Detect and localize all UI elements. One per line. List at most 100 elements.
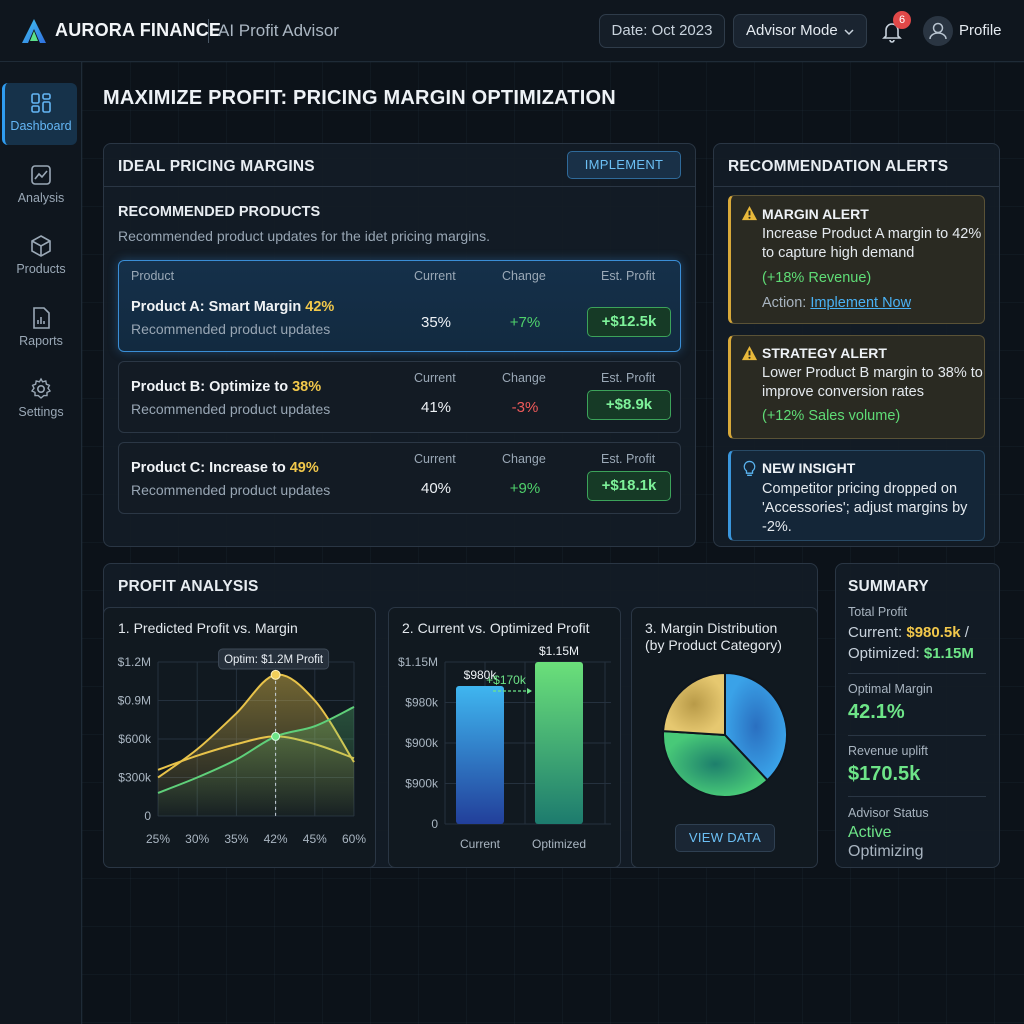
alert-title: MARGIN ALERT bbox=[762, 206, 869, 222]
series-area bbox=[158, 706, 354, 816]
pie-chart bbox=[662, 671, 788, 798]
chart-title: 3. Margin Distribution bbox=[645, 620, 778, 636]
column-header-product: Product bbox=[131, 269, 175, 283]
alert-text: Competitor pricing dropped on 'Accessori… bbox=[762, 481, 968, 535]
bar-value-label: $980k bbox=[464, 668, 498, 682]
product-subtext: Recommended product updates bbox=[131, 482, 331, 498]
revenue-uplift-value: $170.5k bbox=[848, 763, 921, 785]
margin-change: +7% bbox=[509, 314, 541, 331]
est-profit-badge: +$18.1k bbox=[587, 471, 671, 501]
avatar[interactable] bbox=[923, 16, 953, 46]
column-header-profit: Est. Profit bbox=[601, 371, 656, 385]
advisor-status-label: Advisor Status bbox=[848, 806, 929, 820]
product-row-a[interactable] bbox=[118, 260, 681, 352]
y-tick-label: $300k bbox=[118, 771, 152, 785]
advisor-status-sub: Optimizing bbox=[848, 843, 924, 860]
product-subtext: Recommended product updates bbox=[131, 321, 331, 337]
est-profit-badge: +$12.5k bbox=[587, 307, 671, 337]
x-tick-label: Optimized bbox=[532, 837, 586, 851]
advisor-mode-dropdown[interactable]: Advisor Mode bbox=[733, 14, 867, 48]
warning-icon bbox=[741, 205, 758, 221]
current-profit: Current: $980.5k / bbox=[848, 624, 969, 641]
chevron-down-icon bbox=[844, 29, 854, 36]
lightbulb-icon bbox=[743, 460, 756, 476]
margin-change: -3% bbox=[511, 399, 539, 416]
implement-button[interactable]: IMPLEMENT bbox=[567, 151, 681, 179]
pie-slice bbox=[662, 730, 769, 798]
alert-text: Increase Product A margin to 42% to capt… bbox=[762, 226, 982, 261]
optimal-margin-value: 42.1% bbox=[848, 701, 905, 723]
bar-value-label: $1.15M bbox=[539, 644, 579, 658]
chart-title: 2. Current vs. Optimized Profit bbox=[402, 620, 590, 636]
series-line bbox=[157, 673, 355, 779]
brand-subtitle: AI Profit Advisor bbox=[218, 21, 339, 40]
summary-divider bbox=[848, 673, 986, 674]
margin-change: +9% bbox=[509, 480, 541, 497]
current-margin: 35% bbox=[420, 314, 452, 331]
y-tick-label: $900k bbox=[405, 777, 439, 791]
sidebar-item-analysis[interactable]: Analysis bbox=[0, 155, 82, 217]
total-profit-label: Total Profit bbox=[848, 605, 908, 619]
alerts-title: RECOMMENDATION ALERTS bbox=[728, 158, 949, 175]
x-tick-label: 42% bbox=[264, 832, 288, 846]
new-insight-card[interactable]: NEW INSIGHT Competitor pricing dropped o… bbox=[728, 450, 985, 541]
product-name: Product C: Increase to 49% bbox=[131, 460, 319, 476]
sidebar: Dashboard Analysis Products Raports Sett… bbox=[0, 62, 82, 1024]
date-selector[interactable]: Date: Oct 2023 bbox=[599, 14, 725, 48]
profile-link[interactable]: Profile bbox=[959, 22, 1002, 39]
x-tick-label: 60% bbox=[342, 832, 366, 846]
sidebar-item-label: Dashboard bbox=[10, 119, 72, 133]
y-tick-label: $1.15M bbox=[398, 655, 438, 669]
y-tick-label: $1.2M bbox=[118, 655, 151, 669]
chart-subtitle: (by Product Category) bbox=[645, 637, 782, 653]
view-data-button[interactable]: VIEW DATA bbox=[675, 824, 775, 852]
column-header-change: Change bbox=[502, 371, 546, 385]
column-header-change: Change bbox=[502, 452, 546, 466]
product-name: Product B: Optimize to 38% bbox=[131, 379, 322, 395]
summary-divider bbox=[848, 735, 986, 736]
est-profit-badge: +$8.9k bbox=[587, 390, 671, 420]
x-tick-label: 25% bbox=[146, 832, 170, 846]
y-tick-label: 0 bbox=[431, 817, 438, 831]
x-tick-label: 35% bbox=[224, 832, 248, 846]
page-title: MAXIMIZE PROFIT: PRICING MARGIN OPTIMIZA… bbox=[103, 87, 616, 109]
pie-slice bbox=[662, 671, 726, 737]
column-header-change: Change bbox=[502, 269, 546, 283]
advisor-mode-label: Advisor Mode bbox=[746, 22, 838, 39]
warning-icon bbox=[741, 345, 758, 361]
bar-chart: $1.15M $980k $900k $900k 0 $980k Current $1.15M… bbox=[398, 644, 611, 851]
panel-divider bbox=[104, 186, 695, 187]
recommended-products-heading: RECOMMENDED PRODUCTS bbox=[118, 204, 321, 220]
revenue-uplift-label: Revenue uplift bbox=[848, 744, 928, 758]
brand-name: AURORA FINANCE bbox=[55, 20, 222, 40]
uplift-arrowhead bbox=[527, 688, 532, 694]
optimized-profit: Optimized: $1.15M bbox=[848, 645, 974, 662]
products-icon bbox=[31, 235, 51, 257]
sidebar-item-reports[interactable]: Raports bbox=[0, 298, 82, 360]
line-chart: $1.2M $0.9M $600k $300k 0 25% 30% 35% 42% 45% 60% O… bbox=[118, 648, 366, 846]
strategy-alert-card[interactable]: STRATEGY ALERT Lower Product B margin to… bbox=[728, 335, 985, 439]
intersection-point bbox=[271, 731, 281, 741]
margin-alert-card[interactable]: MARGIN ALERT Increase Product A margin t… bbox=[728, 195, 985, 324]
settings-icon bbox=[30, 377, 52, 399]
annotation-box bbox=[218, 648, 330, 670]
bar-optimized bbox=[535, 662, 583, 824]
advisor-status-value: Active bbox=[848, 824, 892, 841]
bar-current bbox=[456, 685, 504, 824]
optimal-margin-label: Optimal Margin bbox=[848, 682, 933, 696]
alert-title: NEW INSIGHT bbox=[762, 460, 856, 476]
brand-divider bbox=[208, 19, 209, 43]
y-tick-label: $980k bbox=[405, 696, 439, 710]
chart-title: 1. Predicted Profit vs. Margin bbox=[118, 620, 298, 636]
current-margin: 40% bbox=[420, 480, 452, 497]
sidebar-item-dashboard[interactable]: Dashboard bbox=[2, 83, 77, 145]
implement-now-link[interactable]: Implement Now bbox=[810, 295, 912, 311]
user-icon bbox=[929, 22, 947, 40]
target-margin: 38% bbox=[292, 379, 322, 395]
sidebar-item-settings[interactable]: Settings bbox=[0, 369, 82, 431]
top-bar: AURORA FINANCE AI Profit Advisor Date: O… bbox=[0, 0, 1024, 62]
sidebar-item-products[interactable]: Products bbox=[0, 226, 82, 288]
column-header-profit: Est. Profit bbox=[601, 269, 656, 283]
reports-icon bbox=[33, 307, 50, 329]
pie-slice bbox=[724, 671, 788, 782]
